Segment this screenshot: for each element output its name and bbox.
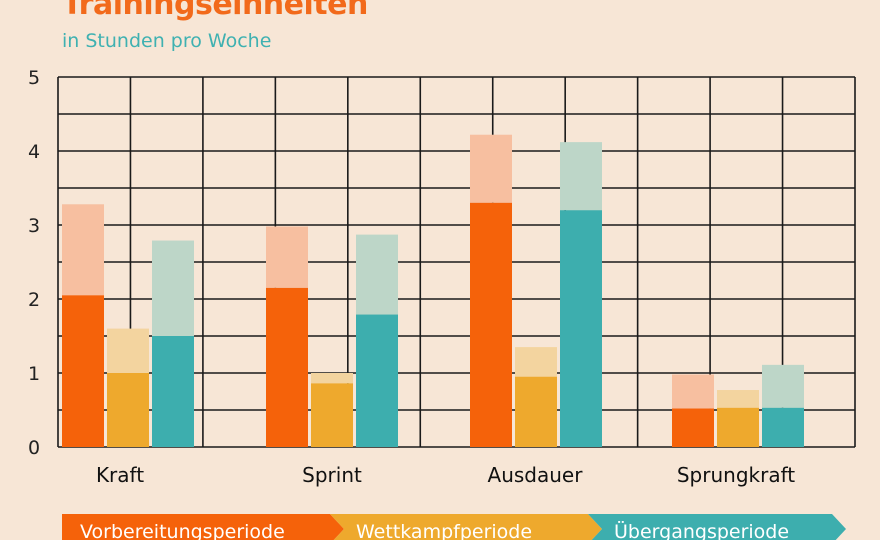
bar-range-0-1 <box>266 226 308 288</box>
x-category-label: Kraft <box>96 463 144 487</box>
y-tick-label: 4 <box>28 141 40 163</box>
axes: 0 1 2 3 4 5 Kraft Sprint Ausdauer Sprungkraft <box>28 67 795 487</box>
bar-1-1 <box>311 383 353 447</box>
bar-2-0 <box>152 336 194 447</box>
bar-0-0 <box>62 295 104 447</box>
legend: Vorbereitungsperiode Wettkampfperiode Über… <box>62 514 846 540</box>
bar-range-0-3 <box>672 374 714 409</box>
x-category-label: Sprint <box>302 463 362 487</box>
x-category-label: Ausdauer <box>488 463 584 487</box>
bar-range-1-3 <box>717 390 759 408</box>
y-tick-label: 0 <box>28 437 40 459</box>
bar-range-2-2 <box>560 142 602 211</box>
bar-range-1-0 <box>107 328 149 373</box>
bar-range-0-2 <box>470 134 512 203</box>
y-tick-label: 3 <box>28 215 40 237</box>
legend-swatch-1 <box>330 514 602 540</box>
bars <box>62 134 804 447</box>
legend-label-2: Übergangsperiode <box>614 520 789 540</box>
bar-0-2 <box>470 202 512 447</box>
bar-range-2-3 <box>762 364 804 408</box>
bar-range-0-0 <box>62 204 104 296</box>
bar-0-3 <box>672 408 714 447</box>
bar-1-3 <box>717 407 759 447</box>
bar-range-2-1 <box>356 234 398 315</box>
legend-swatch-0 <box>62 514 344 540</box>
y-tick-label: 5 <box>28 67 40 89</box>
bar-0-1 <box>266 287 308 447</box>
y-tick-label: 1 <box>28 363 40 385</box>
bar-1-2 <box>515 376 557 447</box>
bar-2-2 <box>560 210 602 447</box>
legend-label-0: Vorbereitungsperiode <box>80 521 285 540</box>
bar-range-1-2 <box>515 347 557 377</box>
y-tick-label: 2 <box>28 289 40 311</box>
legend-label-1: Wettkampfperiode <box>356 521 532 540</box>
x-category-label: Sprungkraft <box>677 463 795 487</box>
bar-range-1-1 <box>311 373 353 384</box>
bar-2-3 <box>762 407 804 447</box>
bar-range-2-0 <box>152 240 194 336</box>
bar-1-0 <box>107 373 149 447</box>
bar-2-1 <box>356 314 398 447</box>
legend-swatch-2 <box>588 514 846 540</box>
chart-subtitle: in Stunden pro Woche <box>62 30 272 52</box>
chart-title: Trainingseinheiten <box>62 0 368 22</box>
